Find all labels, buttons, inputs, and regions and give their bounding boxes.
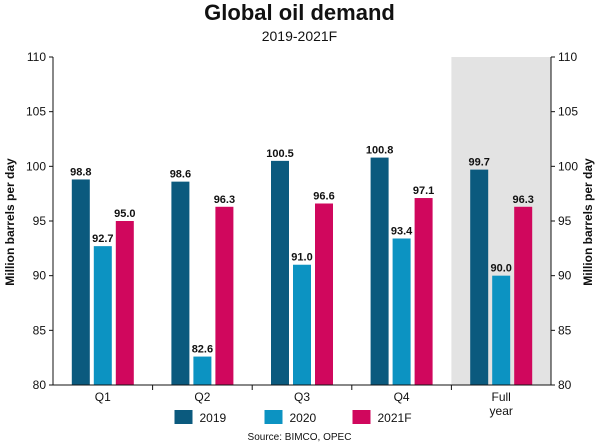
y-tick-label-right: 105 <box>558 105 578 119</box>
bar-2020-1 <box>93 246 112 385</box>
chart-title: Global oil demand <box>204 0 395 25</box>
legend-swatch-2020 <box>264 410 283 424</box>
bar-2019-4 <box>370 157 389 385</box>
y-tick-label-right: 100 <box>558 159 578 173</box>
data-label: 91.0 <box>291 252 312 264</box>
y-tick-label-left: 80 <box>33 378 47 392</box>
legend-swatch-2019 <box>174 410 193 424</box>
data-label: 96.6 <box>313 191 334 203</box>
y-axis-label-right: Million barrels per day <box>581 158 595 286</box>
y-tick-label-left: 95 <box>33 214 47 228</box>
bar-2021F-3 <box>315 203 333 385</box>
data-label: 99.7 <box>468 157 489 169</box>
data-label: 90.0 <box>490 263 511 275</box>
data-label: 92.7 <box>92 233 113 245</box>
data-label: 100.5 <box>266 148 294 160</box>
chart-subtitle: 2019-2021F <box>262 28 338 44</box>
bar-2021F-1 <box>115 221 134 385</box>
bar-2020-4 <box>392 238 411 385</box>
legend-label-2021F: 2021F <box>378 411 412 425</box>
data-label: 96.3 <box>214 194 235 206</box>
data-label: 82.6 <box>192 344 213 356</box>
legend-label-2019: 2019 <box>200 411 227 425</box>
data-label: 98.8 <box>70 166 91 178</box>
bars-group: 98.8 98.6 100.5 100.8 99.7 92.7 82.6 91.0 93.4 90… <box>70 145 534 385</box>
x-tick-label: Q1 <box>95 390 111 404</box>
data-label: 93.4 <box>391 225 413 237</box>
y-tick-label-left: 100 <box>26 159 46 173</box>
y-tick-label-left: 110 <box>27 50 46 64</box>
legend-label-2020: 2020 <box>290 411 317 425</box>
data-label: 95.0 <box>114 208 135 220</box>
y-tick-label-left: 90 <box>33 269 47 283</box>
y-tick-label-right: 90 <box>558 269 572 283</box>
x-tick-label: Q2 <box>194 390 210 404</box>
x-tick-label: Q3 <box>294 390 310 404</box>
y-tick-label-left: 85 <box>33 323 47 337</box>
source-note: Source: BIMCO, OPEC <box>248 432 352 443</box>
legend-swatch-2021F <box>352 410 371 424</box>
data-label: 98.6 <box>170 169 191 181</box>
y-tick-label-right: 95 <box>558 214 572 228</box>
x-tick-label: Q4 <box>394 390 410 404</box>
bar-2019-5 <box>470 169 489 385</box>
bar-2019-3 <box>271 160 289 385</box>
bar-2020-5 <box>492 275 511 385</box>
axes-group: 80 80 85 85 90 90 95 95 100 100 105 105 110 110 Q1 Q2 Q3… <box>26 50 578 418</box>
y-axis-label-left: Million barrels per day <box>3 158 17 286</box>
y-tick-label-right: 110 <box>558 50 577 64</box>
y-tick-label-right: 80 <box>558 378 572 392</box>
data-label: 97.1 <box>413 185 434 197</box>
bar-2019-1 <box>71 179 90 385</box>
bar-2020-3 <box>293 264 311 385</box>
bar-2021F-5 <box>514 206 533 385</box>
bar-2021F-2 <box>215 206 234 385</box>
bar-2021F-4 <box>414 198 433 385</box>
y-tick-label-right: 85 <box>558 323 572 337</box>
bar-2019-2 <box>171 181 190 385</box>
x-tick-label: Full year <box>490 390 513 418</box>
data-label: 96.3 <box>512 194 533 206</box>
data-label: 100.8 <box>366 145 394 157</box>
y-tick-label-left: 105 <box>26 105 46 119</box>
bar-2020-2 <box>193 356 212 385</box>
legend: 2019 2020 2021F <box>174 410 412 425</box>
